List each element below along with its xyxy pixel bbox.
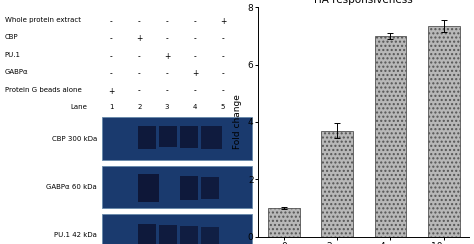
Text: -: - [138,52,141,61]
Text: -: - [166,87,169,96]
Bar [180,126,198,148]
Text: -: - [194,87,196,96]
Bar [159,225,177,244]
Bar [138,224,156,244]
Bar [138,174,159,202]
Bar [102,166,252,208]
Text: PU.1 42 kDa: PU.1 42 kDa [54,232,97,238]
Text: 5: 5 [221,104,225,110]
Text: -: - [110,34,113,43]
Text: Lane: Lane [70,104,87,110]
Text: 3: 3 [165,104,169,110]
Text: -: - [166,17,169,26]
Bar [180,176,198,200]
Text: -: - [221,87,224,96]
Text: -: - [221,69,224,78]
Title: HA responsiveness: HA responsiveness [314,0,413,5]
Text: PU.1: PU.1 [5,52,21,58]
Text: +: + [136,34,143,43]
Bar [374,36,406,237]
Bar [138,126,156,149]
Text: CBP 300 kDa: CBP 300 kDa [52,136,97,142]
Text: -: - [221,52,224,61]
Text: -: - [138,17,141,26]
Text: -: - [166,34,169,43]
Text: -: - [166,69,169,78]
Text: -: - [110,17,113,26]
Text: -: - [110,69,113,78]
Text: +: + [108,87,115,96]
Text: -: - [194,52,196,61]
Bar [321,131,353,237]
Text: 4: 4 [193,104,197,110]
Y-axis label: Fold change: Fold change [233,95,242,149]
Text: +: + [192,69,198,78]
Text: GABPα 60 kDa: GABPα 60 kDa [46,184,97,190]
Text: Whole protein extract: Whole protein extract [5,17,81,23]
Text: 1: 1 [109,104,114,110]
Text: GABPα: GABPα [5,69,28,75]
Text: -: - [221,34,224,43]
Text: -: - [194,17,196,26]
Bar [201,177,219,199]
Text: -: - [110,52,113,61]
Text: CBP: CBP [5,34,18,40]
Bar [201,227,219,244]
Text: 2: 2 [137,104,141,110]
Text: -: - [194,34,196,43]
Bar [268,208,300,237]
Bar [159,126,177,147]
Bar [428,26,460,237]
Bar [201,126,222,149]
Text: -: - [138,69,141,78]
Text: +: + [220,17,226,26]
Text: +: + [164,52,170,61]
Bar [102,214,252,244]
Text: Protein G beads alone: Protein G beads alone [5,87,82,92]
Bar [180,226,198,244]
Bar [102,117,252,160]
Text: -: - [138,87,141,96]
